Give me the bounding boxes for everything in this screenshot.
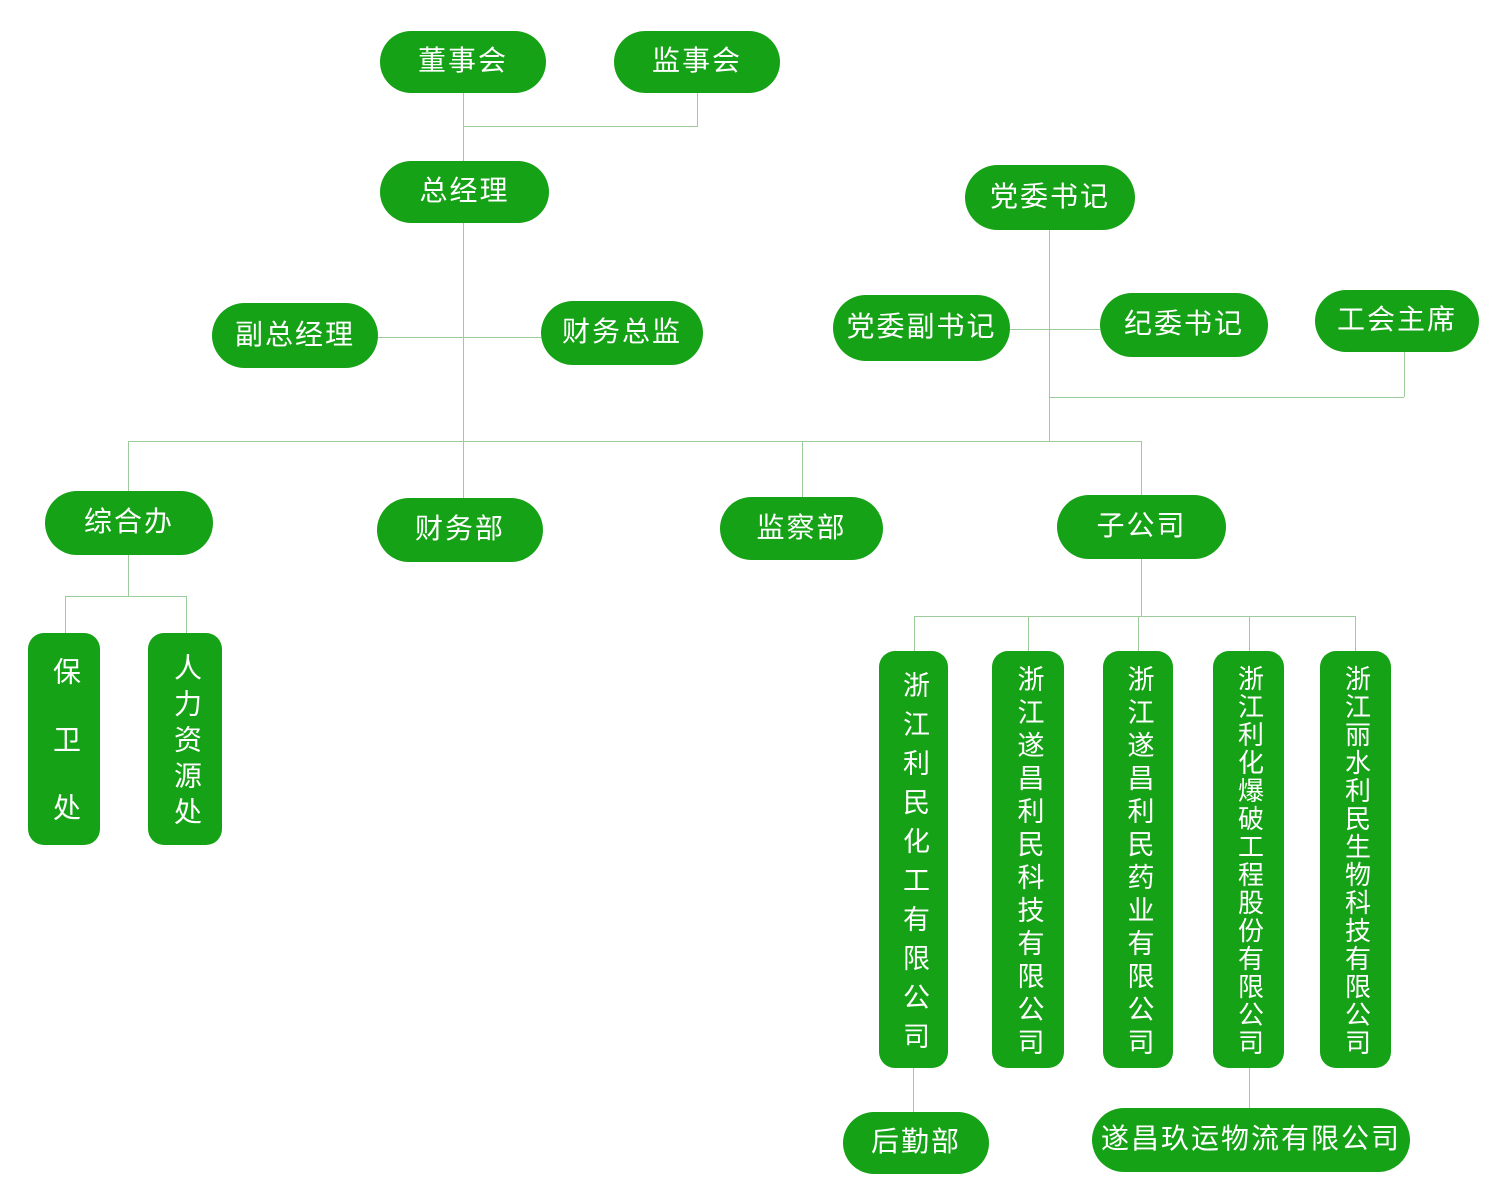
- node-label: 监事会: [651, 46, 742, 77]
- node-discipline-committee-secretary: 纪委书记: [1100, 293, 1268, 357]
- edge-sub-chemical-drop: [914, 616, 915, 651]
- edge-sub-blasting-drop: [1249, 616, 1250, 651]
- node-zhejiang-lihua-blasting: 浙江利化爆破工程股份有限公司: [1213, 651, 1284, 1068]
- node-label: 后勤部: [870, 1127, 961, 1158]
- edge-sub-tech-drop: [1028, 616, 1029, 651]
- node-label: 浙江利民化工有限公司: [899, 670, 929, 1061]
- edge-general-office-sub-rail: [65, 596, 186, 597]
- node-label: 综合办: [83, 507, 174, 538]
- node-label: 人力资源处: [170, 653, 201, 833]
- edge-subsidiaries-rail: [914, 616, 1355, 617]
- node-logistics-department: 后勤部: [843, 1112, 989, 1174]
- node-general-manager: 总经理: [380, 161, 549, 223]
- node-label: 保卫处: [49, 657, 80, 861]
- node-label: 监察部: [756, 512, 847, 544]
- node-finance-department: 财务部: [377, 498, 543, 562]
- node-suichang-jiuyun-logistics: 遂昌玖运物流有限公司: [1092, 1108, 1410, 1172]
- node-supervisory-board: 监事会: [614, 31, 780, 93]
- node-board-of-directors: 董事会: [380, 31, 546, 93]
- edge-gm-finance-dept: [463, 223, 464, 498]
- node-label: 工会主席: [1336, 305, 1457, 336]
- node-label: 浙江遂昌利民科技有限公司: [1013, 664, 1044, 1061]
- edge-chemical-logistics-dept: [913, 1068, 914, 1112]
- node-general-affairs-office: 综合办: [45, 491, 213, 555]
- node-label: 总经理: [419, 176, 510, 207]
- edge-subsidiaries-down: [1141, 559, 1142, 616]
- node-hr-office: 人力资源处: [148, 633, 222, 845]
- edge-hr-office-drop: [186, 596, 187, 633]
- node-zhejiang-lishui-limin-bio: 浙江丽水利民生物科技有限公司: [1320, 651, 1391, 1068]
- edge-blasting-jiuyun: [1249, 1068, 1250, 1108]
- edge-party-secretary-drop: [1049, 230, 1050, 441]
- edge-deputy-party-discipline-rail: [1010, 329, 1100, 330]
- node-deputy-party-secretary: 党委副书记: [833, 295, 1010, 361]
- edge-general-office-drop: [128, 441, 129, 491]
- node-label: 财务部: [414, 514, 505, 545]
- node-label: 浙江遂昌利民药业有限公司: [1123, 664, 1154, 1061]
- edge-union-chairman-rail: [1049, 397, 1404, 398]
- node-label: 党委书记: [989, 181, 1110, 213]
- node-supervision-department: 监察部: [720, 497, 883, 560]
- edge-security-office-drop: [65, 596, 66, 633]
- node-zhejiang-suichang-limin-pharma: 浙江遂昌利民药业有限公司: [1103, 651, 1173, 1068]
- node-label: 财务总监: [561, 317, 682, 348]
- node-label: 浙江利化爆破工程股份有限公司: [1234, 664, 1264, 1057]
- edge-subsidiaries-drop: [1141, 441, 1142, 495]
- edge-general-office-down: [128, 555, 129, 596]
- edge-board-supervisory-rail: [463, 126, 698, 127]
- edge-deputy-gm-cfo-rail: [378, 337, 541, 338]
- node-label: 董事会: [417, 46, 508, 77]
- node-label: 浙江丽水利民生物科技有限公司: [1341, 664, 1371, 1057]
- edge-supervisory-drop: [697, 93, 698, 127]
- node-zhejiang-limin-chemical: 浙江利民化工有限公司: [879, 651, 948, 1068]
- node-label: 子公司: [1096, 511, 1187, 542]
- node-party-committee-secretary: 党委书记: [965, 165, 1135, 230]
- edge-sub-pharma-drop: [1138, 616, 1139, 651]
- node-subsidiaries-hub: 子公司: [1057, 495, 1226, 559]
- node-label: 遂昌玖运物流有限公司: [1100, 1124, 1401, 1155]
- node-deputy-general-manager: 副总经理: [212, 303, 378, 368]
- edge-board-gm: [463, 93, 464, 161]
- node-label: 党委副书记: [846, 312, 997, 343]
- node-label: 副总经理: [234, 319, 355, 351]
- edge-supervision-dept-drop: [802, 441, 803, 497]
- node-security-office: 保卫处: [28, 633, 100, 861]
- edge-union-chairman-drop: [1404, 352, 1405, 397]
- edge-sub-bio-drop: [1355, 616, 1356, 651]
- edge-main-distributor-rail: [128, 441, 1141, 442]
- node-labor-union-chairman: 工会主席: [1315, 290, 1479, 352]
- node-finance-director: 财务总监: [541, 301, 703, 365]
- node-zhejiang-suichang-limin-tech: 浙江遂昌利民科技有限公司: [992, 651, 1064, 1068]
- node-label: 纪委书记: [1123, 309, 1244, 340]
